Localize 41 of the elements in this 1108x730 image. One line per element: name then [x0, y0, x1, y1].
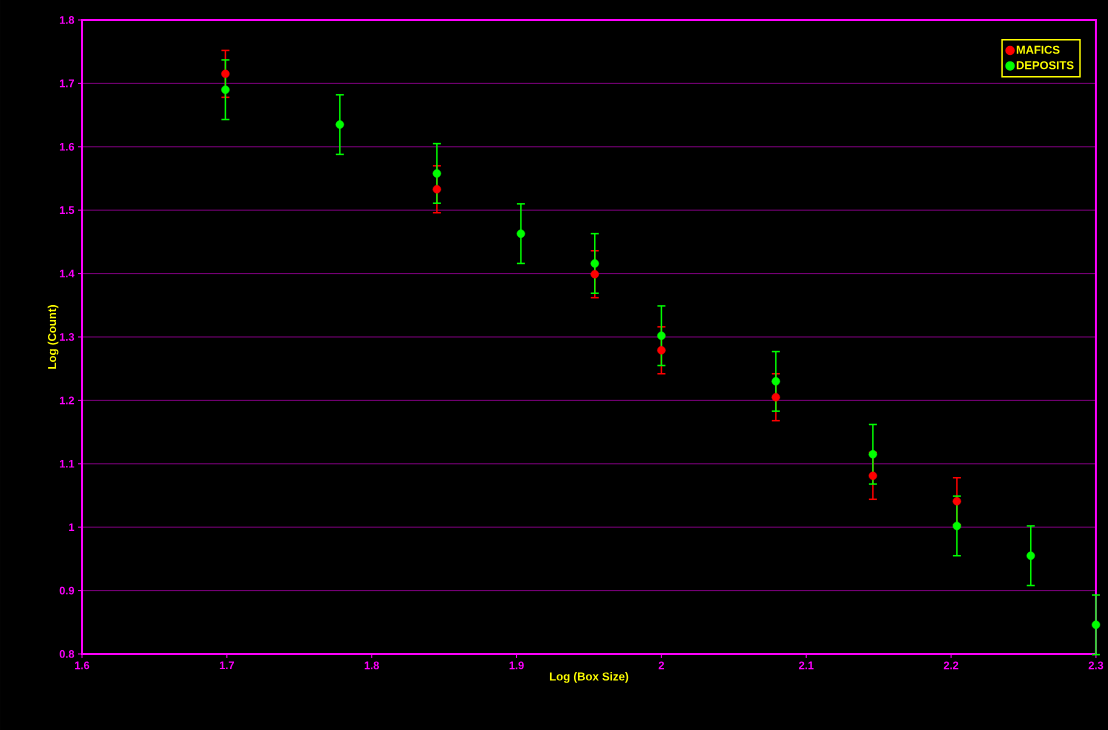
y-tick-label: 1.7 [59, 79, 74, 88]
legend-label: MAFICS [1016, 45, 1060, 54]
y-tick-label: 0.8 [59, 650, 75, 658]
y-axis-title: Log (Count) [47, 305, 59, 369]
y-tick-label: 1.8 [59, 16, 75, 24]
y-tick-label: 1.1 [59, 460, 75, 468]
point [516, 229, 526, 238]
point [432, 169, 442, 178]
point [221, 85, 230, 94]
y-tick-label: 1.5 [59, 206, 75, 215]
x-tick-label: 1.6 [75, 661, 90, 670]
y-tick-label: 1.3 [59, 333, 75, 341]
x-tick-label: 2.1 [799, 661, 814, 670]
x-tick-label: 1.7 [219, 661, 234, 670]
point [868, 450, 878, 459]
point [771, 393, 781, 402]
point [868, 471, 878, 481]
point [221, 69, 230, 79]
point [1091, 620, 1101, 630]
legend-label: DEPOSITS [1016, 61, 1074, 70]
x-tick-label: 1.9 [509, 661, 524, 670]
point [952, 521, 962, 531]
point [952, 496, 962, 506]
y-tick-label: 1.6 [59, 142, 75, 151]
x-tick-label: 2 [658, 661, 665, 670]
point [335, 120, 345, 129]
point [590, 259, 599, 268]
y-tick-label: 1 [69, 523, 75, 531]
y-tick-label: 0.9 [59, 586, 75, 595]
point [432, 185, 442, 194]
y-tick-label: 1.4 [59, 269, 75, 278]
point [1026, 551, 1035, 560]
x-axis-title: Log (Box Size) [549, 672, 629, 683]
x-tick-label: 2.2 [943, 661, 959, 670]
y-tick-label: 1.2 [59, 396, 75, 405]
point [590, 270, 599, 279]
x-tick-label: 1.8 [364, 661, 379, 670]
point [771, 377, 781, 386]
point [657, 331, 666, 340]
point [657, 346, 666, 355]
x-tick-label: 2.3 [1088, 661, 1104, 670]
